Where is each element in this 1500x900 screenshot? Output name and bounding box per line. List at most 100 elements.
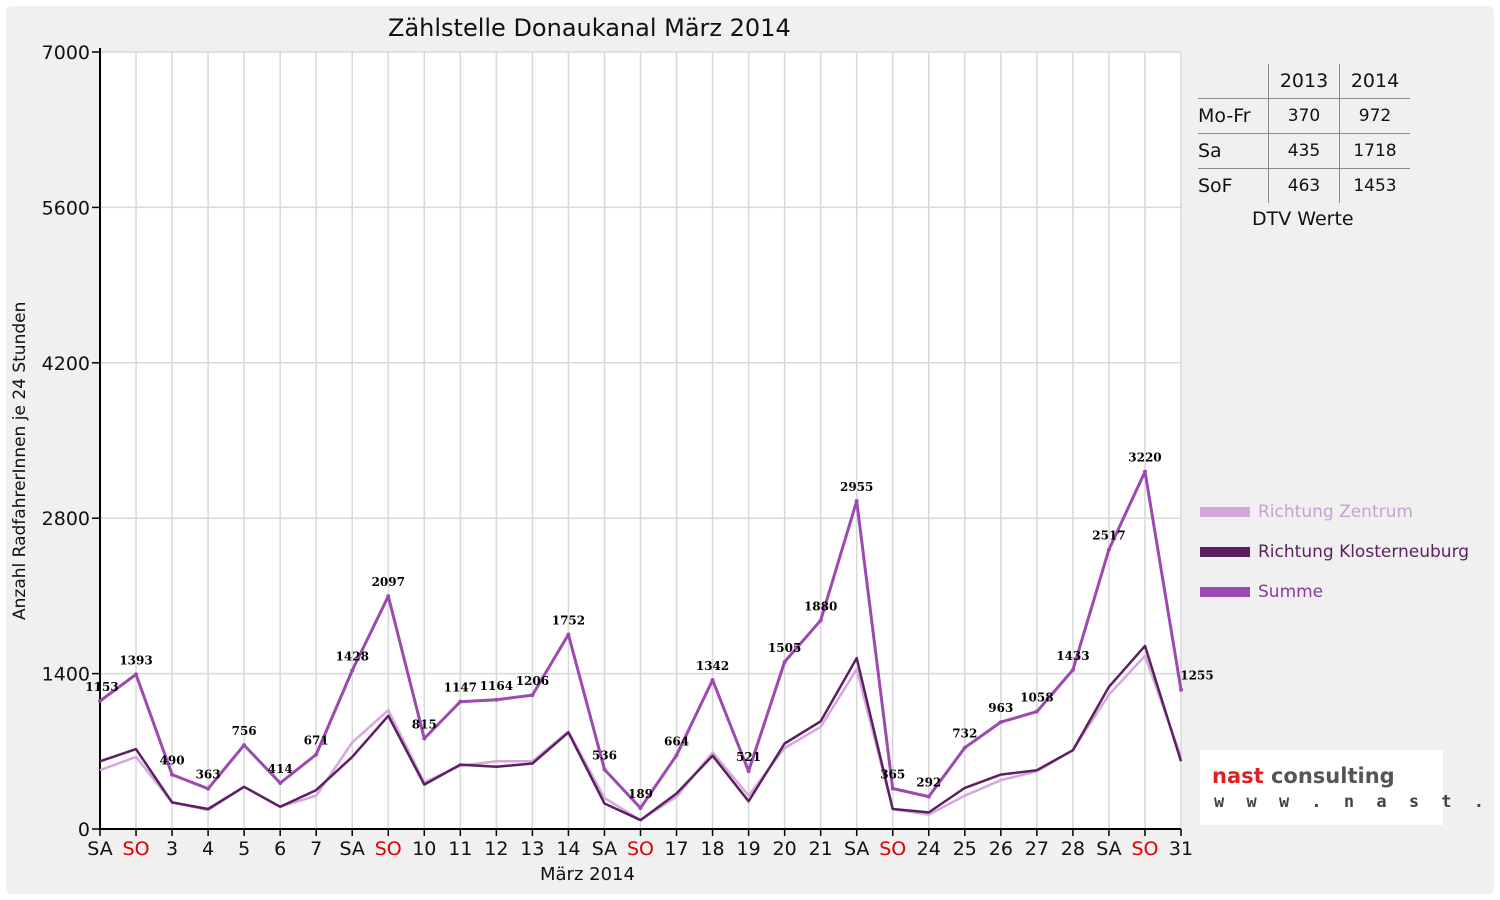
x-axis-label: März 2014 — [540, 864, 635, 885]
summe-data-point — [674, 753, 679, 758]
series-line-klosterneuburg — [99, 644, 1183, 822]
summe-data-point — [710, 678, 715, 683]
logo-brand: nast — [1212, 764, 1264, 788]
summe-data-point — [1142, 469, 1147, 474]
data-label: 365 — [880, 767, 905, 781]
data-label: 490 — [160, 754, 185, 768]
summe-data-point — [350, 668, 355, 673]
summe-data-point — [422, 736, 427, 741]
x-tick-label: 24 — [917, 838, 941, 860]
legend: Richtung Zentrum Richtung Klosterneuburg… — [1200, 492, 1469, 612]
x-tick-label: SA — [340, 838, 365, 860]
summe-data-point — [854, 498, 859, 503]
data-label: 1058 — [1020, 691, 1053, 705]
summe-data-point — [1179, 687, 1183, 692]
summe-data-point — [1106, 547, 1111, 552]
x-tick-label: 10 — [412, 838, 436, 860]
summe-data-point — [926, 794, 931, 799]
data-label: 756 — [232, 724, 257, 738]
x-tick-label: SO — [1131, 838, 1158, 860]
x-tick-label: 21 — [809, 838, 833, 860]
dtv-value: 1718 — [1339, 133, 1410, 169]
data-label: 671 — [304, 734, 329, 748]
y-tick-label: 2800 — [42, 508, 90, 530]
dtv-header-row: 2013 2014 — [1198, 64, 1410, 99]
x-tick-label: 12 — [484, 838, 508, 860]
data-label: 1164 — [480, 679, 513, 693]
data-label: 2517 — [1092, 529, 1125, 543]
x-tick-label: 25 — [953, 838, 977, 860]
data-label: 292 — [916, 776, 941, 790]
x-tick-label: SO — [123, 838, 150, 860]
x-tick-label: SA — [844, 838, 869, 860]
data-label: 1255 — [1180, 669, 1213, 683]
dtv-row-sa: Sa 435 1718 — [1198, 133, 1410, 169]
company-logo: nast consulting w w w . n a s t . a t — [1200, 750, 1500, 825]
data-label: 1147 — [444, 681, 477, 695]
data-label: 2955 — [840, 480, 873, 494]
data-label: 815 — [412, 718, 437, 732]
x-tick-label: 4 — [202, 838, 214, 860]
x-tick-label: 19 — [737, 838, 761, 860]
data-label: 664 — [664, 734, 689, 748]
data-label: 1342 — [696, 659, 729, 673]
x-tick-label: SA — [592, 838, 617, 860]
summe-data-point — [818, 618, 823, 623]
logo-url: w w w . n a s t . a t — [1214, 792, 1500, 812]
summe-data-point — [494, 697, 499, 702]
y-tick-label: 4200 — [42, 353, 90, 375]
dtv-row-label: Sa — [1198, 140, 1222, 162]
summe-data-point — [1070, 667, 1075, 672]
dtv-table: 2013 2014 Mo-Fr 370 972 Sa 435 1718 SoF … — [1198, 64, 1410, 203]
x-tick-label: 5 — [238, 838, 250, 860]
summe-data-point — [890, 786, 895, 791]
summe-data-point — [242, 743, 247, 748]
x-tick-label: 27 — [1025, 838, 1049, 860]
x-tick-label: SO — [375, 838, 402, 860]
data-label: 963 — [988, 701, 1013, 715]
logo-brand-rest: consulting — [1270, 764, 1395, 788]
data-label: 1206 — [516, 674, 549, 688]
dtv-value: 435 — [1268, 133, 1340, 169]
legend-swatch-klosterneuburg — [1200, 547, 1250, 557]
x-tick-label: 11 — [448, 838, 472, 860]
dtv-value: 972 — [1339, 98, 1410, 134]
data-label: 521 — [736, 750, 761, 764]
x-tick-label: SO — [627, 838, 654, 860]
y-tick-label: 5600 — [42, 197, 90, 219]
data-label: 414 — [268, 762, 293, 776]
legend-label-summe: Summe — [1258, 582, 1324, 602]
data-label: 2097 — [372, 575, 405, 589]
x-tick-label: 26 — [989, 838, 1013, 860]
summe-data-point — [386, 594, 391, 599]
data-label: 1428 — [336, 649, 369, 663]
x-tick-label: 3 — [166, 838, 178, 860]
legend-swatch-summe — [1200, 587, 1250, 597]
dtv-value: 1453 — [1339, 168, 1410, 203]
dtv-year-2014: 2014 — [1339, 64, 1410, 99]
chart-title: Zählstelle Donaukanal März 2014 — [388, 14, 791, 42]
dtv-value: 463 — [1268, 168, 1340, 203]
data-label: 1752 — [552, 614, 585, 628]
dtv-caption: DTV Werte — [1252, 208, 1354, 230]
x-tick-label: 14 — [556, 838, 580, 860]
x-tick-label: 13 — [520, 838, 544, 860]
summe-data-point — [206, 786, 211, 791]
legend-item-klosterneuburg: Richtung Klosterneuburg — [1200, 532, 1469, 572]
dtv-row-mofr: Mo-Fr 370 972 — [1198, 98, 1410, 134]
summe-data-point — [314, 752, 319, 757]
x-tick-label: 17 — [664, 838, 688, 860]
summe-data-point — [98, 699, 102, 704]
data-label: 363 — [196, 768, 221, 782]
summe-data-point — [782, 659, 787, 664]
data-label: 1153 — [85, 680, 118, 694]
data-label: 1393 — [119, 653, 152, 667]
y-tick-label: 7000 — [42, 42, 90, 64]
dtv-year-2013: 2013 — [1268, 64, 1340, 99]
dtv-row-label: SoF — [1198, 175, 1233, 197]
summe-data-point — [746, 769, 751, 774]
data-label: 1880 — [804, 599, 837, 613]
summe-data-point — [566, 632, 571, 637]
x-tick-label: 31 — [1169, 838, 1193, 860]
